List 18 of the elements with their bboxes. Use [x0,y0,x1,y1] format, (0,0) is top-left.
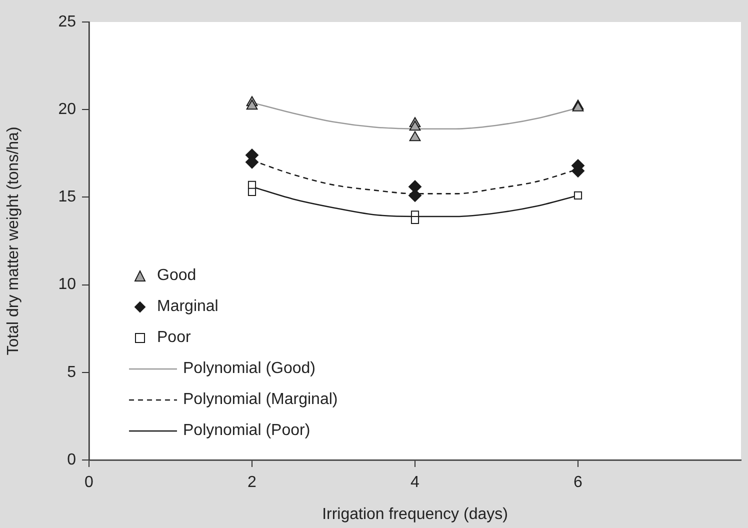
x-tick-label: 0 [84,474,94,492]
legend-label: Polynomial (Good) [183,360,316,378]
legend-label: Marginal [157,298,218,316]
y-tick-label: 5 [67,364,76,381]
y-tick-label: 0 [67,451,76,468]
x-tick-label: 4 [410,474,420,492]
legend-label: Polynomial (Poor) [183,422,310,440]
x-tick-label: 2 [248,474,257,492]
y-tick-label: 10 [58,276,76,294]
y-tick-label: 15 [58,188,76,206]
x-tick-label: 6 [574,474,583,492]
legend-label: Good [157,266,196,284]
legend-label: Poor [157,328,191,346]
y-axis-title: Total dry matter weight (tons/ha) [5,126,22,356]
x-axis-title: Irrigation frequency (days) [322,506,508,523]
legend-label: Polynomial (Marginal) [183,390,338,408]
y-tick-label: 20 [58,101,76,118]
y-tick-label: 25 [58,13,76,30]
